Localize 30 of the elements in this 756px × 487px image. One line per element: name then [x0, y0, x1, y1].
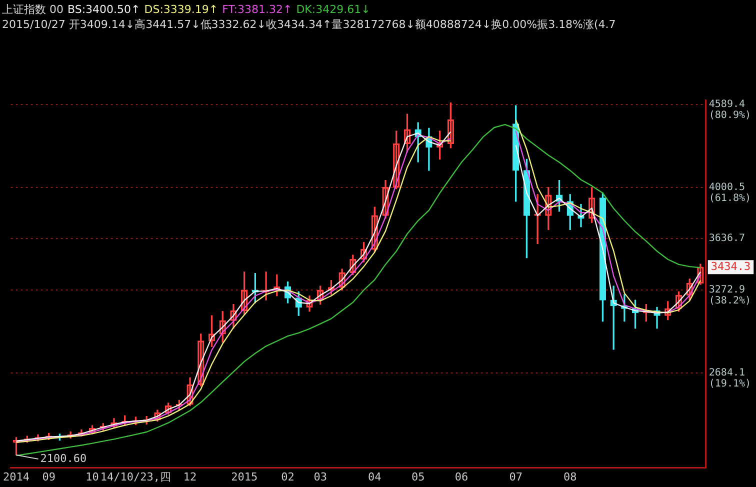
- x-tick-label: 07: [509, 470, 522, 484]
- x-tick-label: 09: [42, 470, 56, 484]
- x-tick-label: 12: [183, 470, 197, 484]
- text: DS:3339.19↑: [144, 3, 218, 16]
- text: 3434.3: [710, 260, 751, 273]
- x-tick-label: 02: [281, 470, 294, 484]
- x-tick-label: 04: [368, 470, 382, 484]
- x-tick-label: 10: [86, 470, 99, 484]
- x-tick-label: 2015: [231, 470, 258, 484]
- y2-tick-label: (61.8%): [708, 192, 752, 204]
- x-tick-label: 03: [314, 470, 327, 484]
- text: FT:3381.32↑: [222, 3, 292, 16]
- text: DK:3429.61↓: [296, 3, 370, 16]
- x-tick-label: 14/10/23,四: [100, 470, 172, 484]
- y2-tick-label: (38.2%): [708, 295, 752, 306]
- chart-title: 上证指数 00: [2, 3, 64, 16]
- x-tick-label: 2014: [3, 470, 30, 484]
- y2-tick-label: (80.9%): [708, 110, 752, 121]
- y2-tick-label: (19.1%): [708, 378, 752, 390]
- y-tick-label: 4000.5: [708, 182, 745, 193]
- annotation: 2100.60: [40, 452, 87, 465]
- y-tick-label: 2684.1: [708, 367, 745, 378]
- chart-subtitle: 2015/10/27 开3409.14↓高3441.57↓低3332.62↓收3434.34↑量328172768↓额40888724↓换0.00%振3.18%涨(4.7: [2, 17, 616, 32]
- y-tick-label: 3272.9: [708, 284, 745, 296]
- y-tick-label: 4589.4: [708, 98, 745, 110]
- y-tick-label: 3636.7: [708, 233, 745, 244]
- x-tick-label: 08: [564, 470, 577, 484]
- x-tick-label: 05: [411, 470, 425, 484]
- x-tick-label: 06: [454, 470, 468, 484]
- text: BS:3400.50↑: [68, 3, 140, 16]
